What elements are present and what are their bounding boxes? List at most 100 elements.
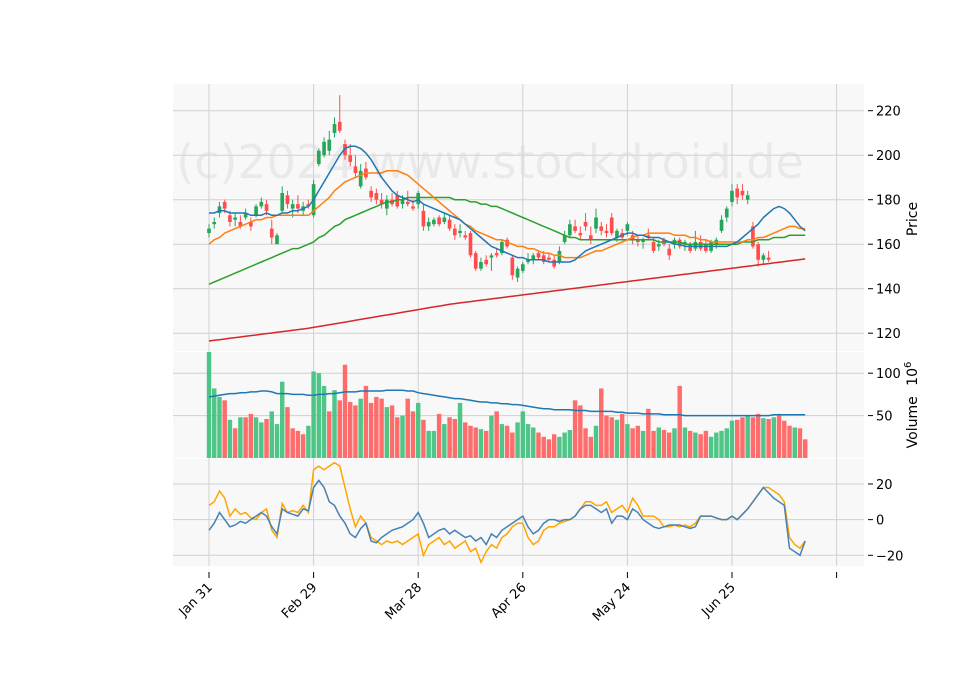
volume-bar [525,424,531,458]
candle-body [290,204,295,209]
volume-bar [536,432,541,458]
volume-bar [368,402,374,458]
candle-body [384,199,389,209]
volume-bar [703,430,709,458]
candle [667,244,672,260]
volume-bar [609,417,614,458]
candle-body [280,193,285,211]
candle-body [379,199,384,205]
candle [421,204,426,231]
candle [384,195,389,216]
candle [751,221,755,249]
candle-body [452,228,457,236]
volume-bar [259,422,264,458]
volume-bar [290,428,295,458]
candle [280,186,285,214]
volume-bar [656,427,662,458]
candle [609,213,614,236]
volume-bar [232,428,238,458]
candle [484,255,489,267]
volume-bar [604,415,609,458]
volume-bar [687,430,693,458]
volume-bar [285,407,290,458]
price-y-tick-label: 180 [876,194,901,209]
panel-bg-0 [173,84,864,351]
volume-bar [222,400,227,458]
x-tick-label: Feb 29 [279,580,321,622]
candle-body [416,193,421,205]
volume-bar [363,385,369,458]
x-tick-label: Jun 25 [699,580,739,620]
candle-body [656,244,661,247]
sma50-line [208,196,806,285]
volume-bar [593,425,599,458]
volume-bar [504,425,510,458]
candle-body [332,124,337,133]
candle-body [479,262,483,269]
candle-body [473,253,478,269]
candle [212,217,217,229]
volume-bar [426,430,431,458]
candle-body [557,250,562,262]
volume-bar [578,405,583,458]
candle [452,224,457,240]
volume-y-tick-label: 100 [876,367,901,382]
volume-bar [347,402,353,458]
volume-bar [463,422,468,458]
candle-body [719,219,724,231]
candle-body [688,244,692,251]
candle-body [641,239,645,242]
candle-body [693,241,698,249]
volume-bar [766,418,771,458]
volume-bar [557,436,562,458]
volume-bar [583,428,588,458]
candle-body [484,259,489,265]
candle-body [243,213,248,218]
volume-axis-unit: 106 [903,362,921,386]
price-y-tick-label: 200 [876,149,901,164]
candle [353,155,358,178]
candle-body [583,221,588,227]
candle-body [264,204,269,211]
candle [332,117,337,138]
volume-bar [619,413,625,458]
volume-bar [708,436,714,458]
volume-bar [327,411,332,458]
volume-panel [206,352,808,458]
candle-body [761,255,766,260]
candle-body [207,228,211,234]
volume-bar [698,434,703,458]
candle-body [442,217,447,222]
candle-body [494,253,499,256]
volume-bar [719,430,724,458]
candle-body [358,170,363,187]
candle [735,184,740,205]
candle-body [698,241,703,249]
candle [285,190,290,209]
candle-body [730,190,734,202]
candle [269,219,274,245]
candle-body [724,208,729,218]
volume-bar [546,439,552,458]
candle-body [275,235,279,245]
volume-ma-line [208,389,806,417]
volume-bar [599,388,604,458]
candle-body [735,188,740,198]
oscillator-line-a [208,479,806,557]
volume-bar [755,413,761,458]
candle [531,253,536,265]
volume-bar [316,373,322,458]
volume-bar [562,432,567,458]
candle-body [578,233,583,236]
candle [442,213,447,225]
volume-y-tick-label: 50 [876,410,893,425]
candle-body [259,201,264,207]
volume-bar [337,400,342,458]
volume-bar [735,419,740,458]
candle-body [573,226,577,231]
candle-body [500,241,504,254]
candle [578,226,583,240]
volume-bar [740,417,745,458]
candle-body [568,224,572,236]
